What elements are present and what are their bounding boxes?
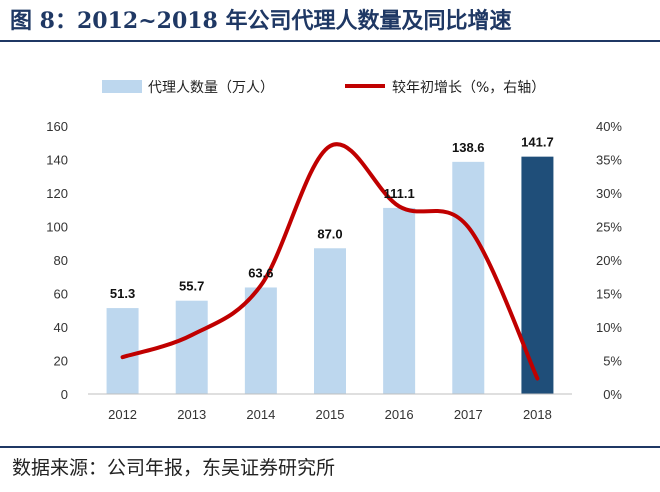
source-note: 数据来源：公司年报，东吴证券研究所 xyxy=(12,457,336,479)
bar-data-label: 141.7 xyxy=(521,135,554,150)
bar-data-label: 55.7 xyxy=(179,279,204,294)
bar-data-label: 63.6 xyxy=(248,265,273,280)
bar xyxy=(383,207,416,394)
y-right-tick-label: 25% xyxy=(596,220,622,235)
x-tick-label: 2016 xyxy=(385,407,414,422)
left-axis: 0 20 40 60 80 100 120 140 160 xyxy=(46,119,68,402)
y-right-tick-label: 35% xyxy=(596,153,622,168)
y-right-tick-label: 5% xyxy=(603,354,622,369)
right-axis: 0% 5% 10% 15% 20% 25% 30% 35% 40% xyxy=(596,119,622,402)
y-left-tick-label: 80 xyxy=(54,253,68,268)
bar-data-label: 87.0 xyxy=(317,226,342,241)
growth-line-series xyxy=(120,142,540,381)
legend: 代理人数量（万人） 较年初增长（%，右轴） xyxy=(102,79,545,96)
y-left-tick-label: 100 xyxy=(46,220,68,235)
title-divider xyxy=(0,40,660,42)
x-tick-label: 2012 xyxy=(108,407,137,422)
y-left-tick-label: 120 xyxy=(46,186,68,201)
bar-data-label: 138.6 xyxy=(452,140,485,155)
legend-bar-swatch xyxy=(102,80,142,93)
growth-line xyxy=(120,142,540,381)
bar xyxy=(175,300,208,394)
bar xyxy=(314,248,346,394)
x-tick-label: 2015 xyxy=(316,407,345,422)
legend-line-label: 较年初增长（%，右轴） xyxy=(392,79,545,96)
x-tick-label: 2018 xyxy=(523,407,552,422)
chart: 代理人数量（万人） 较年初增长（%，右轴） 0 20 40 60 80 100 120 140… xyxy=(46,79,622,422)
y-left-tick-label: 60 xyxy=(54,287,68,302)
y-right-tick-label: 30% xyxy=(596,186,622,201)
bar xyxy=(244,287,277,394)
chart-title: 图 8：2012~2018 年公司代理人数量及同比增速 xyxy=(10,8,512,34)
y-left-tick-label: 20 xyxy=(54,354,68,369)
y-left-tick-label: 140 xyxy=(46,153,68,168)
data-labels: 51.3 55.7 63.6 87.0 111.1 138.6 141.7 xyxy=(110,135,554,301)
bar-series xyxy=(106,156,554,394)
y-left-tick-label: 40 xyxy=(54,320,68,335)
legend-bar-label: 代理人数量（万人） xyxy=(148,80,274,96)
y-left-tick-label: 160 xyxy=(46,119,68,134)
bar-data-label: 111.1 xyxy=(384,186,415,201)
x-tick-label: 2014 xyxy=(246,407,275,422)
bar xyxy=(106,308,139,394)
x-axis: 2012 2013 2014 2015 2016 2017 2018 xyxy=(88,393,572,422)
y-right-tick-label: 40% xyxy=(596,119,622,134)
y-right-tick-label: 10% xyxy=(596,320,622,335)
bar xyxy=(452,161,485,394)
y-left-tick-label: 0 xyxy=(61,387,68,402)
bar xyxy=(521,156,554,394)
x-tick-label: 2013 xyxy=(177,407,206,422)
x-tick-label: 2017 xyxy=(454,407,483,422)
y-right-tick-label: 20% xyxy=(596,253,622,268)
y-right-tick-label: 0% xyxy=(603,387,622,402)
y-right-tick-label: 15% xyxy=(596,287,622,302)
footer-divider xyxy=(0,446,660,448)
bar-data-label: 51.3 xyxy=(110,286,135,301)
